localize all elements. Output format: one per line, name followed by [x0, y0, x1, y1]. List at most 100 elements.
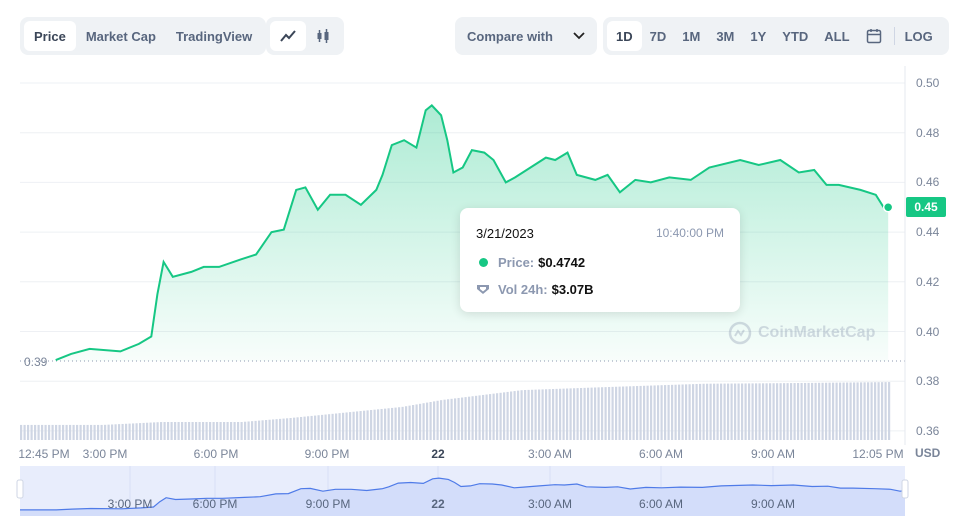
volume-bar	[450, 398, 453, 440]
coinmarketcap-logo-icon	[728, 321, 752, 345]
candlestick-icon	[317, 29, 329, 43]
volume-bar	[125, 423, 128, 440]
volume-bar	[471, 396, 474, 440]
log-toggle[interactable]: LOG	[904, 28, 933, 44]
volume-bar	[692, 384, 695, 440]
volume-bar	[359, 411, 362, 440]
navigator-right-handle[interactable]	[901, 479, 909, 499]
range-3m[interactable]: 3M	[716, 28, 735, 44]
volume-bar	[443, 399, 446, 440]
x-tick-label: 9:00 PM	[304, 447, 350, 461]
volume-bar	[867, 382, 870, 440]
volume-bar	[583, 387, 586, 440]
current-price-dot	[882, 202, 894, 213]
volume-bar	[230, 422, 233, 440]
candlestick-button[interactable]	[306, 21, 340, 51]
volume-bar	[202, 422, 205, 440]
volume-bar	[419, 403, 422, 440]
navigator-tick-label: 3:00 AM	[527, 497, 573, 511]
range-ytd[interactable]: YTD	[782, 28, 809, 44]
volume-bar	[513, 391, 516, 440]
volume-bar	[482, 394, 485, 440]
volume-bar	[342, 412, 345, 440]
volume-bar	[762, 383, 765, 440]
volume-bar	[632, 386, 635, 440]
chart-tooltip: 3/21/2023 10:40:00 PM Price: $0.4742 Vol…	[460, 208, 740, 312]
x-tick-label: 3:00 PM	[82, 447, 128, 461]
range-7d[interactable]: 7D	[649, 28, 667, 44]
volume-bar	[282, 418, 285, 440]
volume-bar	[86, 424, 89, 440]
volume-bar	[569, 388, 572, 440]
volume-bar	[408, 405, 411, 440]
volume-bar	[825, 382, 828, 440]
volume-bar	[377, 409, 380, 440]
volume-bar	[153, 422, 156, 440]
range-1m[interactable]: 1M	[682, 28, 701, 44]
volume-bar	[597, 387, 600, 440]
volume-bar	[496, 393, 499, 440]
range-1y[interactable]: 1Y	[750, 28, 767, 44]
navigator-tick-label: 9:00 AM	[750, 497, 796, 511]
volume-bar	[562, 388, 565, 440]
volume-bar	[142, 422, 145, 440]
range-1d[interactable]: 1D	[607, 21, 642, 51]
volume-bar	[317, 415, 320, 440]
volume-bar	[622, 386, 625, 440]
x-tick-label: 12:45 PM	[18, 447, 70, 461]
volume-bar	[755, 383, 758, 440]
volume-bar	[219, 422, 222, 440]
range-all[interactable]: ALL	[824, 28, 850, 44]
tab-market-cap[interactable]: Market Cap	[85, 28, 156, 44]
tab-price[interactable]: Price	[24, 21, 76, 51]
volume-bar	[331, 413, 334, 440]
volume-bar	[814, 382, 817, 440]
volume-bar	[405, 406, 408, 440]
volume-bar	[97, 424, 100, 440]
calendar-button[interactable]	[858, 21, 890, 51]
volume-bar	[212, 422, 215, 440]
volume-bar	[485, 394, 488, 440]
volume-bar	[93, 424, 96, 440]
compare-label: Compare with	[467, 28, 553, 44]
tab-tradingview[interactable]: TradingView	[175, 28, 253, 44]
volume-bar	[321, 414, 324, 440]
compare-with-dropdown[interactable]: Compare with	[455, 17, 597, 55]
volume-bar	[877, 382, 880, 440]
volume-bar	[646, 385, 649, 440]
y-tick-label: 0.48	[916, 125, 940, 140]
volume-bar	[776, 383, 779, 440]
volume-bar	[356, 411, 359, 440]
volume-bar	[548, 389, 551, 440]
volume-bar	[639, 385, 642, 440]
volume-bar	[527, 389, 530, 440]
calendar-icon	[866, 29, 881, 44]
volume-bar	[436, 400, 439, 440]
volume-bar	[611, 386, 614, 440]
volume-bar	[881, 382, 884, 440]
volume-bar	[835, 382, 838, 440]
volume-bar	[660, 385, 663, 440]
tooltip-date: 3/21/2023	[476, 226, 534, 241]
volume-bar	[30, 424, 33, 440]
navigator-left-handle[interactable]	[16, 479, 24, 499]
volume-bar	[790, 383, 793, 440]
volume-bar	[604, 387, 607, 440]
volume-bar	[737, 383, 740, 440]
volume-bar	[580, 387, 583, 440]
volume-bar	[520, 390, 523, 440]
volume-bar	[793, 383, 796, 440]
navigator-line	[20, 477, 906, 511]
volume-bar	[730, 383, 733, 440]
volume-bar	[779, 383, 782, 440]
volume-bar	[807, 382, 810, 440]
volume-bar	[723, 383, 726, 440]
volume-bar	[198, 422, 201, 440]
volume-bar	[748, 383, 751, 440]
volume-bar	[394, 407, 397, 440]
volume-bar	[727, 383, 730, 440]
line-chart-button[interactable]	[270, 21, 306, 51]
volume-bar	[132, 423, 135, 440]
volume-bar	[384, 408, 387, 440]
x-tick-label: 6:00 PM	[193, 447, 239, 461]
